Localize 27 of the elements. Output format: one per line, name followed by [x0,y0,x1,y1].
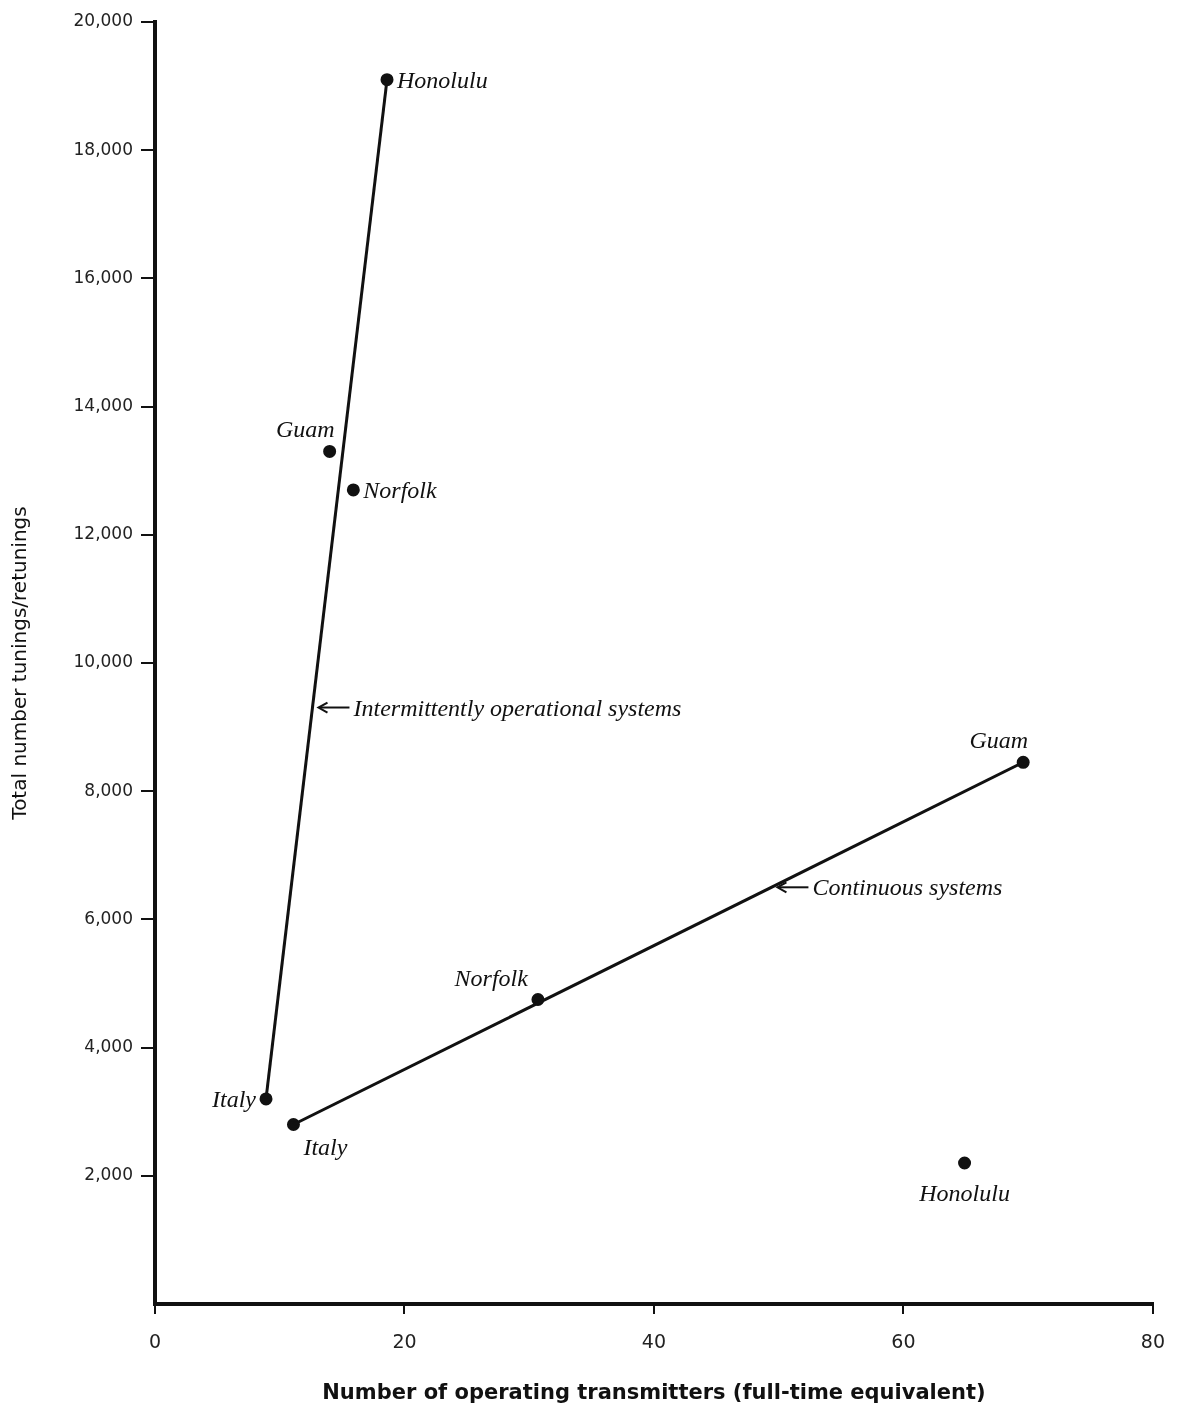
annotation: Norfolk [453,964,529,991]
annotation: Continuous systems [812,874,1003,901]
x-axis-title: Number of operating transmitters (full-time equivalent) [322,1379,986,1404]
y-tick-label: 4,000 [84,1036,133,1057]
annotation: Guam [275,416,335,443]
y-tick-label: 12,000 [73,523,133,544]
annotation: Guam [969,727,1029,754]
y-axis-title: Total number tunings/retunings [7,506,32,821]
x-tick-label: 20 [392,1330,417,1353]
x-tick-label: 80 [1140,1330,1166,1353]
x-tick-label: 60 [891,1330,916,1353]
y-tick-label: 20,000 [73,10,133,31]
x-tick-label: 0 [148,1330,162,1353]
y-tick-label: 18,000 [73,138,133,159]
y-tick-label: 2,000 [84,1164,133,1185]
y-tick-label: 16,000 [73,266,133,287]
x-tick-label: 40 [641,1330,667,1353]
annotation: Honolulu [396,66,488,93]
annotation: Italy [211,1085,257,1112]
annotation: Norfolk [362,476,438,503]
annotation: Italy [302,1133,348,1160]
y-tick-label: 14,000 [73,395,133,416]
y-tick-label: 6,000 [84,907,133,928]
y-tick-label: 8,000 [84,779,133,800]
annotation: Intermittently operational systems [352,694,682,721]
y-tick-label: 10,000 [73,651,133,672]
annotation: Honolulu [918,1179,1010,1206]
